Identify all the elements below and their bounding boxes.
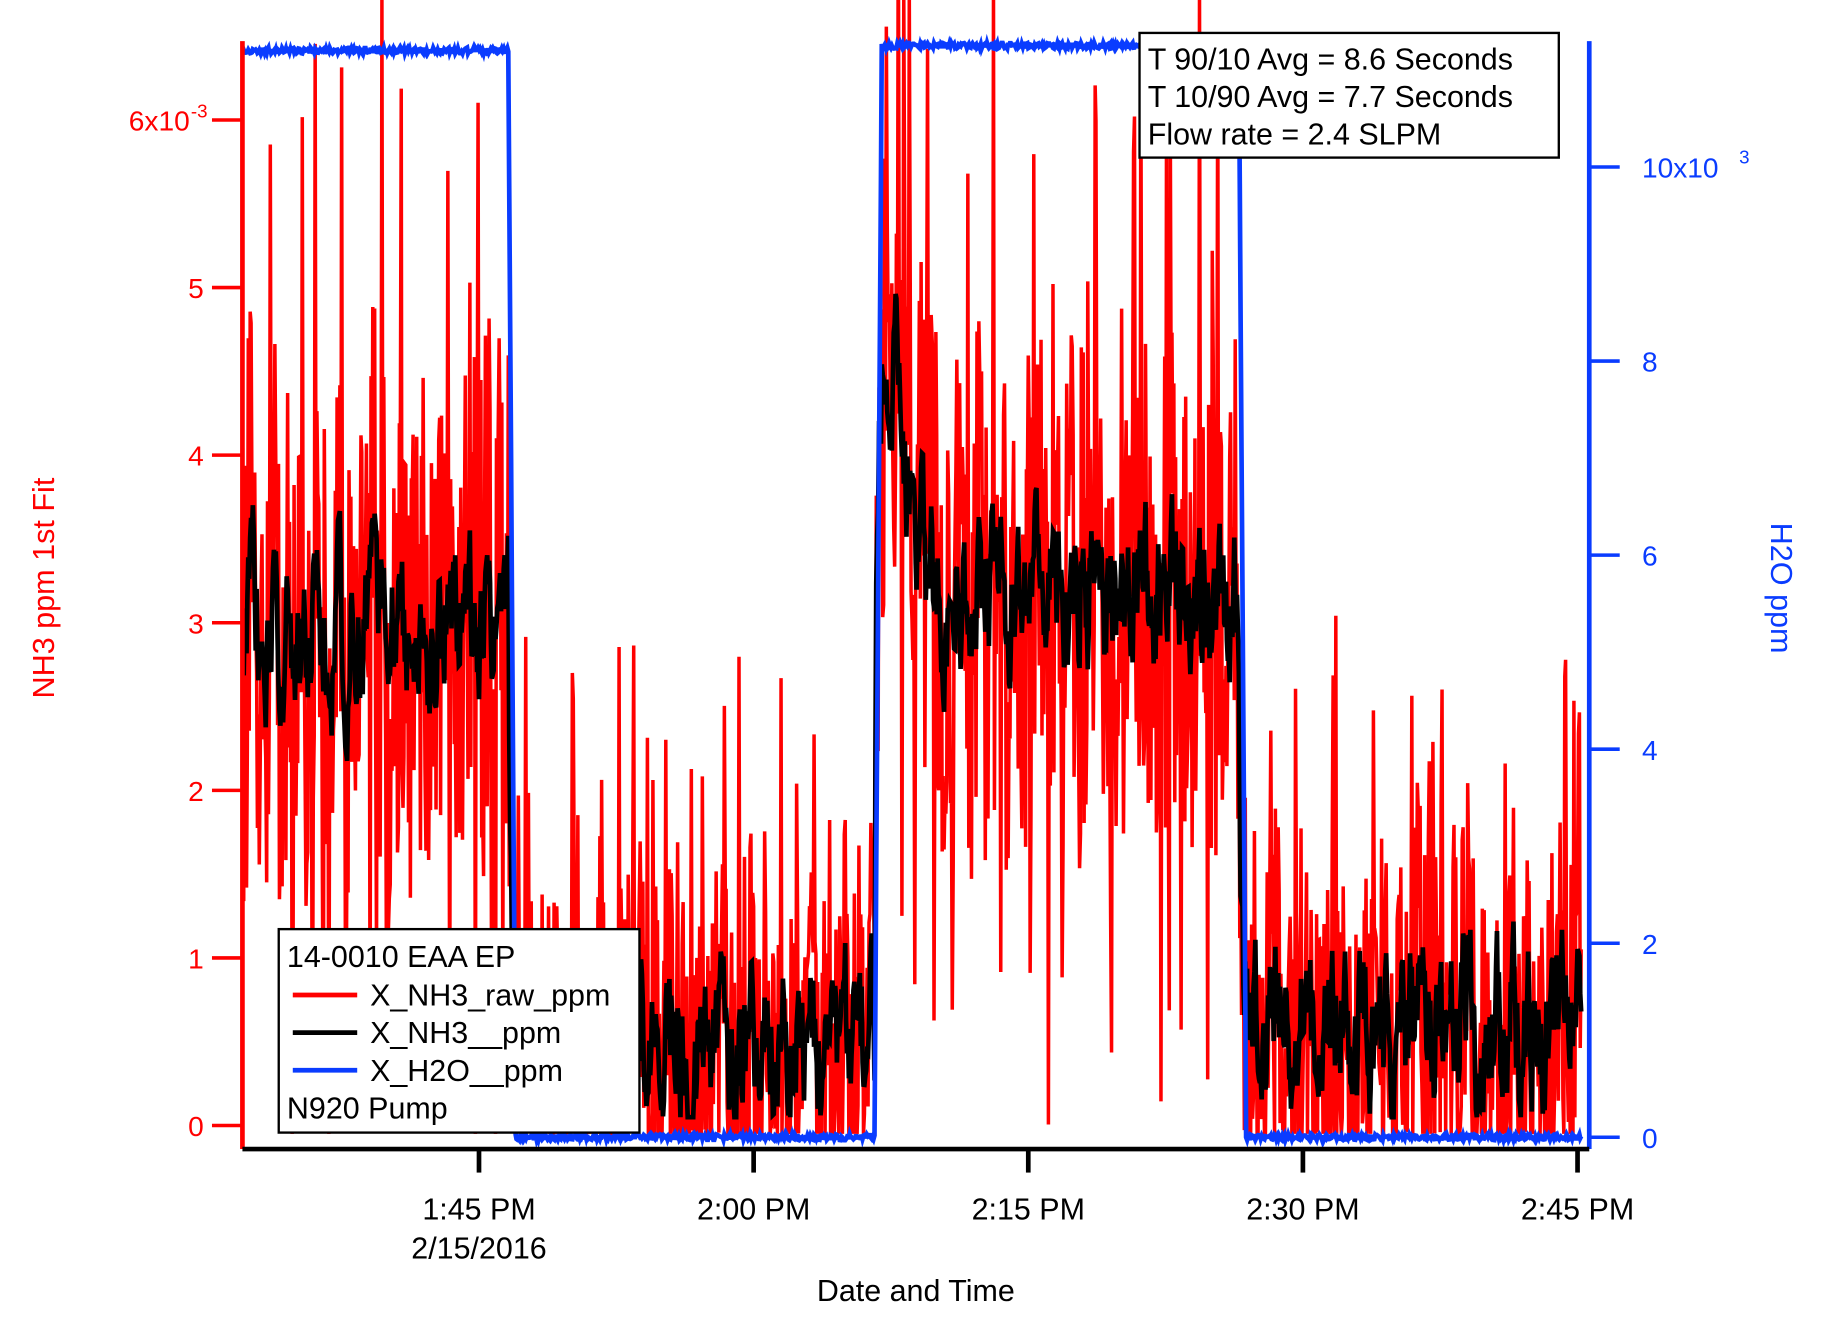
right-axis-tick-label: 4: [1642, 735, 1658, 766]
legend-title: 14-0010 EAA EP: [287, 940, 515, 974]
left-axis-tick-label: 2: [188, 776, 204, 807]
x-axis-tick-label: 2:30 PM: [1246, 1193, 1359, 1227]
legend-label-h2o: X_H2O__ppm: [370, 1054, 563, 1088]
legend-label-raw: X_NH3_raw_ppm: [370, 979, 610, 1013]
left-axis-tick-label: 6x10: [129, 105, 190, 136]
right-axis-tick-label: 10x10: [1642, 153, 1719, 184]
annotation-line: Flow rate = 2.4 SLPM: [1148, 118, 1442, 152]
left-axis-exponent: -3: [191, 101, 208, 122]
x-axis-date-label: 2/15/2016: [411, 1231, 546, 1265]
right-axis-tick-label: 6: [1642, 541, 1658, 572]
right-axis-tick-label: 8: [1642, 347, 1658, 378]
right-axis-tick-label: 2: [1642, 929, 1658, 960]
x-axis-tick-label: 2:15 PM: [972, 1193, 1085, 1227]
right-axis-exponent: 3: [1739, 146, 1749, 167]
left-axis-tick-label: 1: [188, 943, 204, 974]
right-axis-tick-label: 0: [1642, 1123, 1658, 1154]
series-nh3-smoothed-line: [240, 293, 1584, 1122]
left-axis-tick-label: 0: [188, 1111, 204, 1142]
annotation-line: T 10/90 Avg = 7.7 Seconds: [1148, 80, 1513, 114]
x-axis-label: Date and Time: [817, 1274, 1015, 1308]
legend-footer: N920 Pump: [287, 1091, 448, 1125]
left-axis-tick-label: 4: [188, 441, 204, 472]
left-axis-tick-label: 3: [188, 608, 204, 639]
right-axis-label: H2O ppm: [1764, 523, 1798, 654]
axes: 0 1 2 3 4 5 6x10 -3 0 2 4 6 8 10x10 3 1:45 PM 2/15/2016 2…: [129, 41, 1750, 1265]
series-h2o-line: [240, 33, 1584, 1150]
legend-label-smoothed: X_NH3__ppm: [370, 1016, 561, 1050]
x-axis-tick-label: 2:00 PM: [697, 1193, 810, 1227]
x-axis-tick-label: 2:45 PM: [1521, 1193, 1634, 1227]
left-axis-tick-label: 5: [188, 273, 204, 304]
legend: 14-0010 EAA EP X_NH3_raw_ppm X_NH3__ppm …: [277, 927, 641, 1134]
annotation-line: T 90/10 Avg = 8.6 Seconds: [1148, 42, 1513, 76]
left-axis-label: NH3 ppm 1st Fit: [27, 477, 61, 698]
plot-area: [240, 0, 1584, 1150]
annotation-box: T 90/10 Avg = 8.6 Seconds T 10/90 Avg = …: [1138, 31, 1560, 159]
x-axis-tick-label: 1:45 PM: [422, 1193, 535, 1227]
